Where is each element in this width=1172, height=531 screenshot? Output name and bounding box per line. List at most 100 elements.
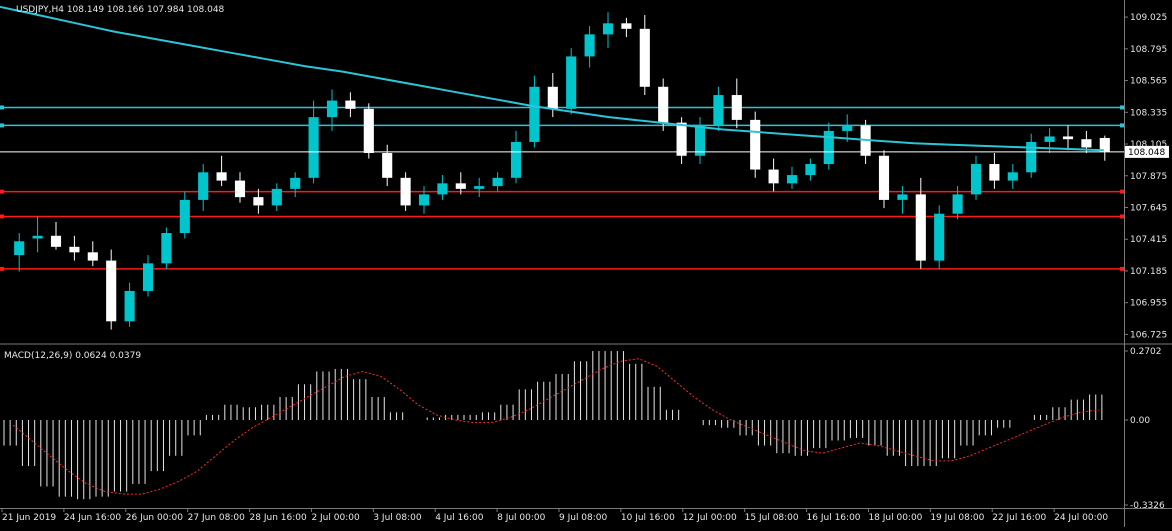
time-tick-label: 12 Jul 00:00 (683, 513, 737, 523)
price-tick-label: 106.955 (1130, 299, 1167, 309)
candle-down (915, 194, 926, 261)
candle-up (32, 235, 43, 239)
candle-down (363, 108, 374, 153)
time-tick-label: 28 Jun 16:00 (250, 513, 307, 523)
macd-title: MACD(12,26,9) 0.0624 0.0379 (4, 351, 141, 361)
candle-down (106, 260, 117, 322)
candle-down (1099, 137, 1110, 152)
level-anchor-right (1120, 266, 1124, 271)
candle-up (437, 183, 448, 195)
candle-up (694, 125, 706, 156)
candle-down (676, 122, 687, 156)
candle-up (271, 188, 282, 206)
candle-down (382, 152, 393, 178)
level-anchor-left (0, 214, 4, 219)
time-tick-label: 8 Jul 00:00 (497, 513, 546, 523)
price-tick-label: 106.725 (1130, 330, 1167, 340)
candle-down (768, 169, 779, 184)
candle-up (1007, 172, 1018, 181)
current-price-tag (1125, 145, 1169, 158)
time-tick-label: 24 Jul 00:00 (1054, 513, 1108, 523)
candle-up (713, 95, 724, 126)
level-anchor-right (1120, 214, 1124, 219)
candle-up (1026, 141, 1037, 173)
level-anchor-left (0, 189, 4, 194)
candle-up (970, 164, 982, 195)
candle-up (602, 23, 614, 35)
price-pane (0, 5, 1124, 330)
candle-up (418, 194, 430, 206)
candle-down (216, 172, 227, 181)
time-tick-label: 10 Jul 16:00 (621, 513, 675, 523)
time-tick-label: 18 Jul 00:00 (868, 513, 922, 523)
price-tick-label: 107.645 (1130, 203, 1167, 213)
price-tick-label: 107.415 (1130, 235, 1167, 245)
current-price-label: 108.048 (1128, 148, 1165, 158)
price-tick-label: 109.025 (1130, 13, 1167, 23)
candle-down (345, 100, 356, 109)
time-tick-label: 4 Jul 16:00 (435, 513, 484, 523)
time-tick-label: 24 Jun 16:00 (64, 513, 121, 523)
candle-up (198, 172, 209, 200)
candle-up (308, 117, 319, 178)
candle-down (878, 155, 890, 200)
time-tick-label: 26 Jun 00:00 (126, 513, 183, 523)
candle-up (529, 86, 540, 142)
price-tick-label: 108.795 (1130, 45, 1167, 55)
time-tick-label: 19 Jul 08:00 (930, 513, 984, 523)
candle-up (510, 141, 522, 178)
candle-up (786, 175, 798, 184)
price-tick-label: 108.335 (1130, 108, 1167, 118)
time-tick-label: 9 Jul 08:00 (559, 513, 608, 523)
candle-down (1062, 136, 1074, 140)
time-tick-label: 16 Jul 16:00 (807, 513, 861, 523)
candle-down (750, 119, 761, 170)
candle-up (179, 199, 190, 234)
price-tick-label: 108.565 (1130, 77, 1167, 87)
candle-down (621, 23, 632, 29)
candle-down (400, 177, 411, 206)
time-tick-label: 21 Jun 2019 (2, 513, 56, 523)
candle-up (1044, 136, 1055, 142)
price-tick-label: 107.185 (1130, 267, 1167, 277)
candle-down (50, 235, 62, 247)
candle-up (14, 241, 25, 256)
macd-signal-line (12, 358, 1099, 495)
macd-tick-label: 0.00 (1130, 416, 1150, 426)
candle-down (69, 246, 80, 253)
candle-up (161, 233, 172, 264)
candle-up (805, 164, 816, 176)
candle-down (455, 183, 466, 189)
macd-tick-label: -0.3326 (1130, 501, 1165, 511)
level-anchor-right (1120, 105, 1124, 110)
moving-average-line (0, 5, 1105, 152)
candle-up (124, 290, 135, 322)
macd-pane (3, 351, 1103, 500)
candle-up (326, 100, 338, 118)
candle-up (142, 263, 154, 291)
time-tick-label: 2 Jul 00:00 (311, 513, 360, 523)
candle-up (842, 125, 853, 131)
candle-up (290, 177, 301, 189)
price-tick-label: 108.105 (1130, 140, 1167, 150)
price-tick-label: 107.875 (1130, 172, 1167, 182)
candle-down (639, 28, 650, 87)
candle-down (87, 252, 98, 261)
time-tick-label: 15 Jul 08:00 (745, 513, 799, 523)
level-anchor-left (0, 105, 4, 110)
candle-up (474, 186, 485, 189)
candle-up (952, 194, 963, 214)
level-anchor-left (0, 123, 4, 128)
candle-up (584, 34, 595, 57)
candle-up (823, 130, 834, 165)
candle-down (1081, 139, 1092, 148)
candle-up (934, 213, 945, 261)
time-tick-label: 27 Jun 08:00 (188, 513, 245, 523)
main-title: USDJPY,H4 108.149 108.166 107.984 108.04… (16, 5, 225, 15)
candle-down (731, 95, 742, 120)
level-anchor-right (1120, 123, 1124, 128)
level-anchor-right (1120, 189, 1124, 194)
